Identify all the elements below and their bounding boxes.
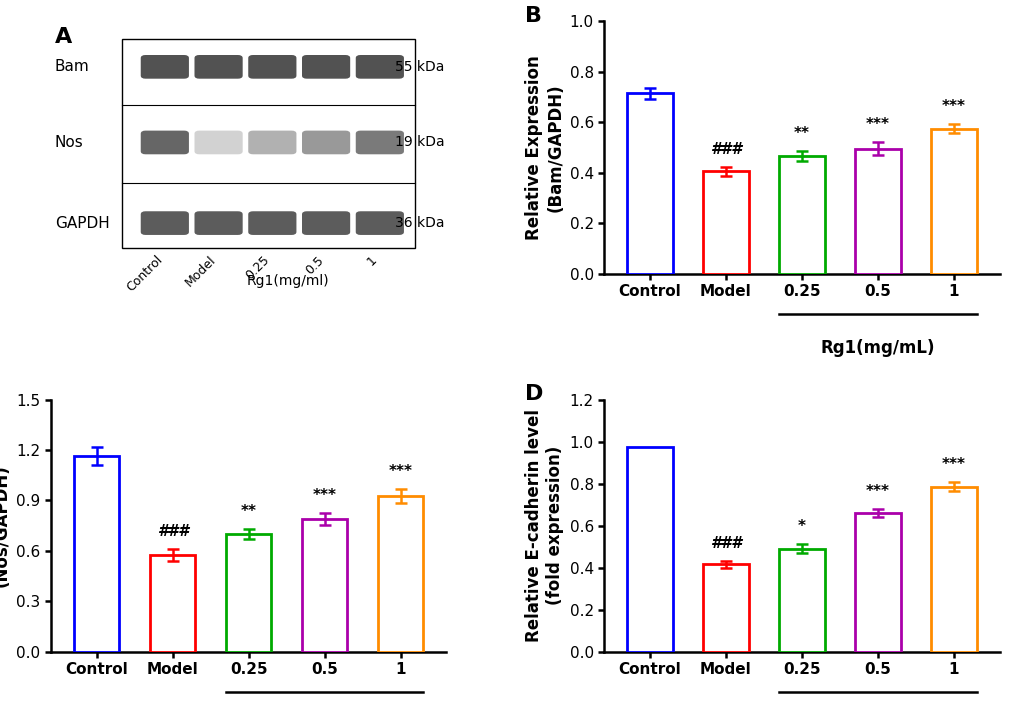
Bar [854, 149, 900, 274]
FancyBboxPatch shape [356, 55, 404, 79]
FancyBboxPatch shape [195, 211, 243, 235]
Bar [302, 519, 347, 652]
Bar [225, 534, 271, 652]
FancyBboxPatch shape [302, 55, 350, 79]
FancyBboxPatch shape [302, 211, 350, 235]
Bar [377, 496, 423, 652]
Text: 0.5: 0.5 [303, 253, 326, 276]
Text: ***: *** [865, 117, 890, 132]
FancyBboxPatch shape [248, 130, 297, 155]
FancyBboxPatch shape [356, 211, 404, 235]
Text: ###: ### [709, 142, 741, 157]
FancyBboxPatch shape [248, 211, 297, 235]
Bar [854, 513, 900, 652]
Text: Control: Control [123, 253, 165, 294]
Text: Rg1(mg/ml): Rg1(mg/ml) [247, 274, 329, 288]
Text: ###: ### [157, 524, 189, 539]
Text: ***: *** [865, 484, 890, 499]
Text: ***: *** [942, 457, 965, 472]
Bar [627, 447, 673, 652]
Text: ***: *** [942, 99, 965, 114]
Text: ###: ### [709, 536, 741, 551]
Text: 0.25: 0.25 [244, 253, 272, 282]
Bar [73, 456, 119, 652]
Text: A: A [55, 26, 72, 47]
Text: 55 kDa: 55 kDa [394, 60, 444, 74]
Y-axis label: Relative Expression
(Nos/GAPDH): Relative Expression (Nos/GAPDH) [0, 433, 11, 618]
Bar [702, 171, 748, 274]
Y-axis label: Relative Expression
(Bam/GAPDH): Relative Expression (Bam/GAPDH) [525, 55, 564, 240]
Text: D: D [525, 384, 543, 405]
Text: GAPDH: GAPDH [55, 216, 110, 231]
Text: **: ** [793, 126, 809, 141]
Text: 19 kDa: 19 kDa [394, 135, 444, 150]
Bar [627, 93, 673, 274]
FancyBboxPatch shape [248, 55, 297, 79]
FancyBboxPatch shape [302, 130, 350, 155]
Text: Rg1(mg/mL): Rg1(mg/mL) [820, 339, 934, 357]
Text: *: * [797, 519, 805, 534]
Text: **: ** [240, 504, 257, 519]
FancyBboxPatch shape [356, 130, 404, 155]
Bar [930, 487, 976, 652]
Text: 1: 1 [365, 253, 379, 268]
Y-axis label: Relative E-cadherin level
(fold expression): Relative E-cadherin level (fold expressi… [525, 409, 564, 642]
Text: Nos: Nos [55, 135, 84, 150]
Bar [779, 156, 824, 274]
FancyBboxPatch shape [141, 211, 189, 235]
Text: ***: *** [313, 488, 336, 503]
Text: 36 kDa: 36 kDa [394, 216, 444, 230]
Bar [779, 548, 824, 652]
Bar [930, 129, 976, 274]
FancyBboxPatch shape [195, 130, 243, 155]
Text: B: B [525, 6, 542, 26]
FancyBboxPatch shape [195, 55, 243, 79]
Bar [702, 564, 748, 652]
Text: Model: Model [182, 253, 218, 289]
FancyBboxPatch shape [141, 55, 189, 79]
FancyBboxPatch shape [141, 130, 189, 155]
Text: Bam: Bam [55, 59, 90, 74]
Bar [150, 555, 196, 652]
Text: ***: *** [388, 465, 413, 479]
